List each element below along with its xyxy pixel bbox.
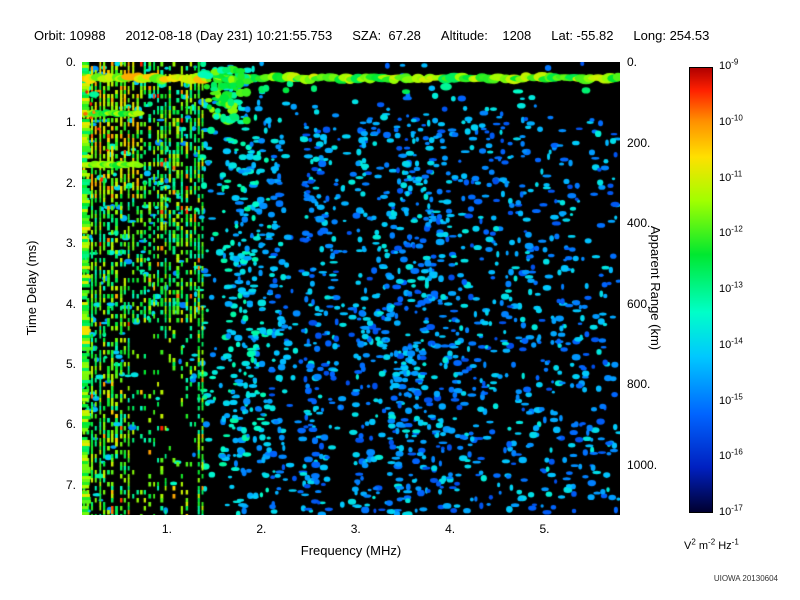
x-axis-title: Frequency (MHz) — [300, 543, 402, 558]
colorbar-unit-label: V2 m-2 Hz-1 — [684, 537, 739, 552]
colorbar-tick-label: 10-17 — [719, 503, 743, 518]
x-tick-label: 2. — [256, 522, 267, 536]
colorbar-tick-label: 10-14 — [719, 336, 743, 351]
colorbar-tick-label: 10-13 — [719, 280, 743, 295]
colorbar-tick-label: 10-15 — [719, 391, 743, 407]
y-tick-label: 1. — [65, 115, 76, 130]
colorbar-tick-label: 10-16 — [719, 447, 743, 463]
x-tick-label: 3. — [350, 522, 361, 536]
latitude-value: Lat: -55.82 — [551, 28, 614, 43]
datetime-value: 2012-08-18 (Day 231) 10:21:55.753 — [125, 28, 333, 43]
spectrogram-canvas — [82, 62, 620, 515]
y2-tick-label: 400. — [627, 216, 651, 231]
y2-tick-label: 200. — [627, 135, 651, 150]
y-tick-label: 4. — [65, 296, 76, 311]
y2-tick-label: 800. — [627, 377, 651, 392]
y2-tick-label: 0. — [627, 55, 638, 69]
y2-tick-label: 1000. — [627, 458, 658, 473]
longitude-value: Long: 254.53 — [633, 28, 710, 43]
y-tick-label: 7. — [65, 477, 76, 492]
watermark: UIOWA 20130604 — [713, 574, 778, 583]
header-info: Orbit: 10988 2012-08-18 (Day 231) 10:21:… — [34, 28, 709, 43]
y-tick-label: 6. — [65, 417, 76, 432]
y2-tick-label: 600. — [627, 296, 651, 311]
y-tick-label: 2. — [65, 175, 76, 190]
y-tick-label: 3. — [65, 236, 76, 251]
x-tick-label: 5. — [539, 522, 550, 536]
altitude-value: Altitude: 1208 — [440, 28, 532, 43]
plot-area — [82, 62, 620, 515]
x-tick-label: 1. — [161, 522, 172, 536]
colorbar-tick-label: 10-9 — [719, 57, 739, 72]
y-tick-label: 0. — [65, 55, 76, 69]
y-axis-title: Time Delay (ms) — [24, 240, 39, 336]
colorbar — [689, 67, 713, 513]
colorbar-tick-label: 10-11 — [719, 168, 743, 184]
orbit-value: Orbit: 10988 — [34, 28, 106, 43]
x-tick-label: 4. — [445, 522, 456, 536]
colorbar-tick-label: 10-12 — [719, 224, 743, 240]
y2-axis-title: Apparent Range (km) — [648, 225, 663, 351]
colorbar-tick-label: 10-10 — [719, 113, 743, 128]
sza-value: SZA: 67.28 — [352, 28, 421, 43]
y-tick-label: 5. — [65, 357, 76, 371]
